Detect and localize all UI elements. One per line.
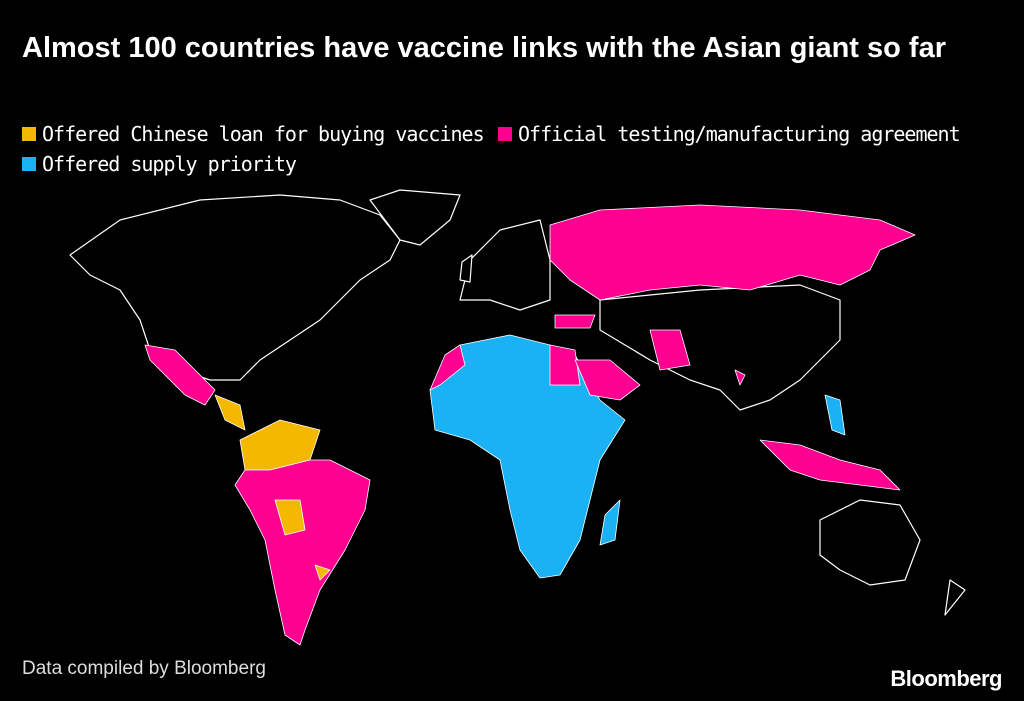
- uruguay: [314, 564, 331, 581]
- madagascar: [599, 499, 621, 546]
- australia: [819, 499, 921, 586]
- legend-swatch: [498, 127, 512, 141]
- brand-logo: Bloomberg: [890, 666, 1002, 691]
- africa: [429, 334, 626, 579]
- source-note: Data compiled by Bloomberg: [22, 658, 266, 679]
- uk: [459, 254, 473, 283]
- pakistan: [649, 329, 691, 371]
- legend-item: Offered Chinese loan for buying vaccines: [22, 122, 485, 146]
- philippines: [824, 394, 846, 436]
- indonesia: [759, 439, 901, 491]
- legend-label: Official testing/manufacturing agreement: [518, 122, 961, 146]
- legend-label: Offered supply priority: [42, 152, 297, 176]
- bangladesh: [734, 369, 746, 386]
- asia: [599, 284, 841, 411]
- bolivia: [274, 499, 306, 536]
- saudi-arabia: [574, 359, 641, 401]
- new-zealand: [944, 579, 966, 616]
- legend-label: Offered Chinese loan for buying vaccines: [42, 122, 485, 146]
- turkey: [554, 314, 596, 329]
- legend-swatch: [22, 157, 36, 171]
- south-america: [234, 459, 371, 646]
- legend-item: Offered supply priority: [22, 152, 297, 176]
- morocco: [429, 344, 466, 391]
- title: Almost 100 countries have vaccine links …: [22, 32, 946, 64]
- legend-swatch: [22, 127, 36, 141]
- egypt: [549, 344, 581, 386]
- russia: [549, 204, 916, 301]
- mexico: [144, 344, 216, 406]
- greenland: [369, 189, 461, 246]
- legend-item: Official testing/manufacturing agreement: [498, 122, 961, 146]
- central-america: [214, 394, 246, 431]
- europe: [459, 219, 551, 311]
- north-america: [69, 194, 401, 381]
